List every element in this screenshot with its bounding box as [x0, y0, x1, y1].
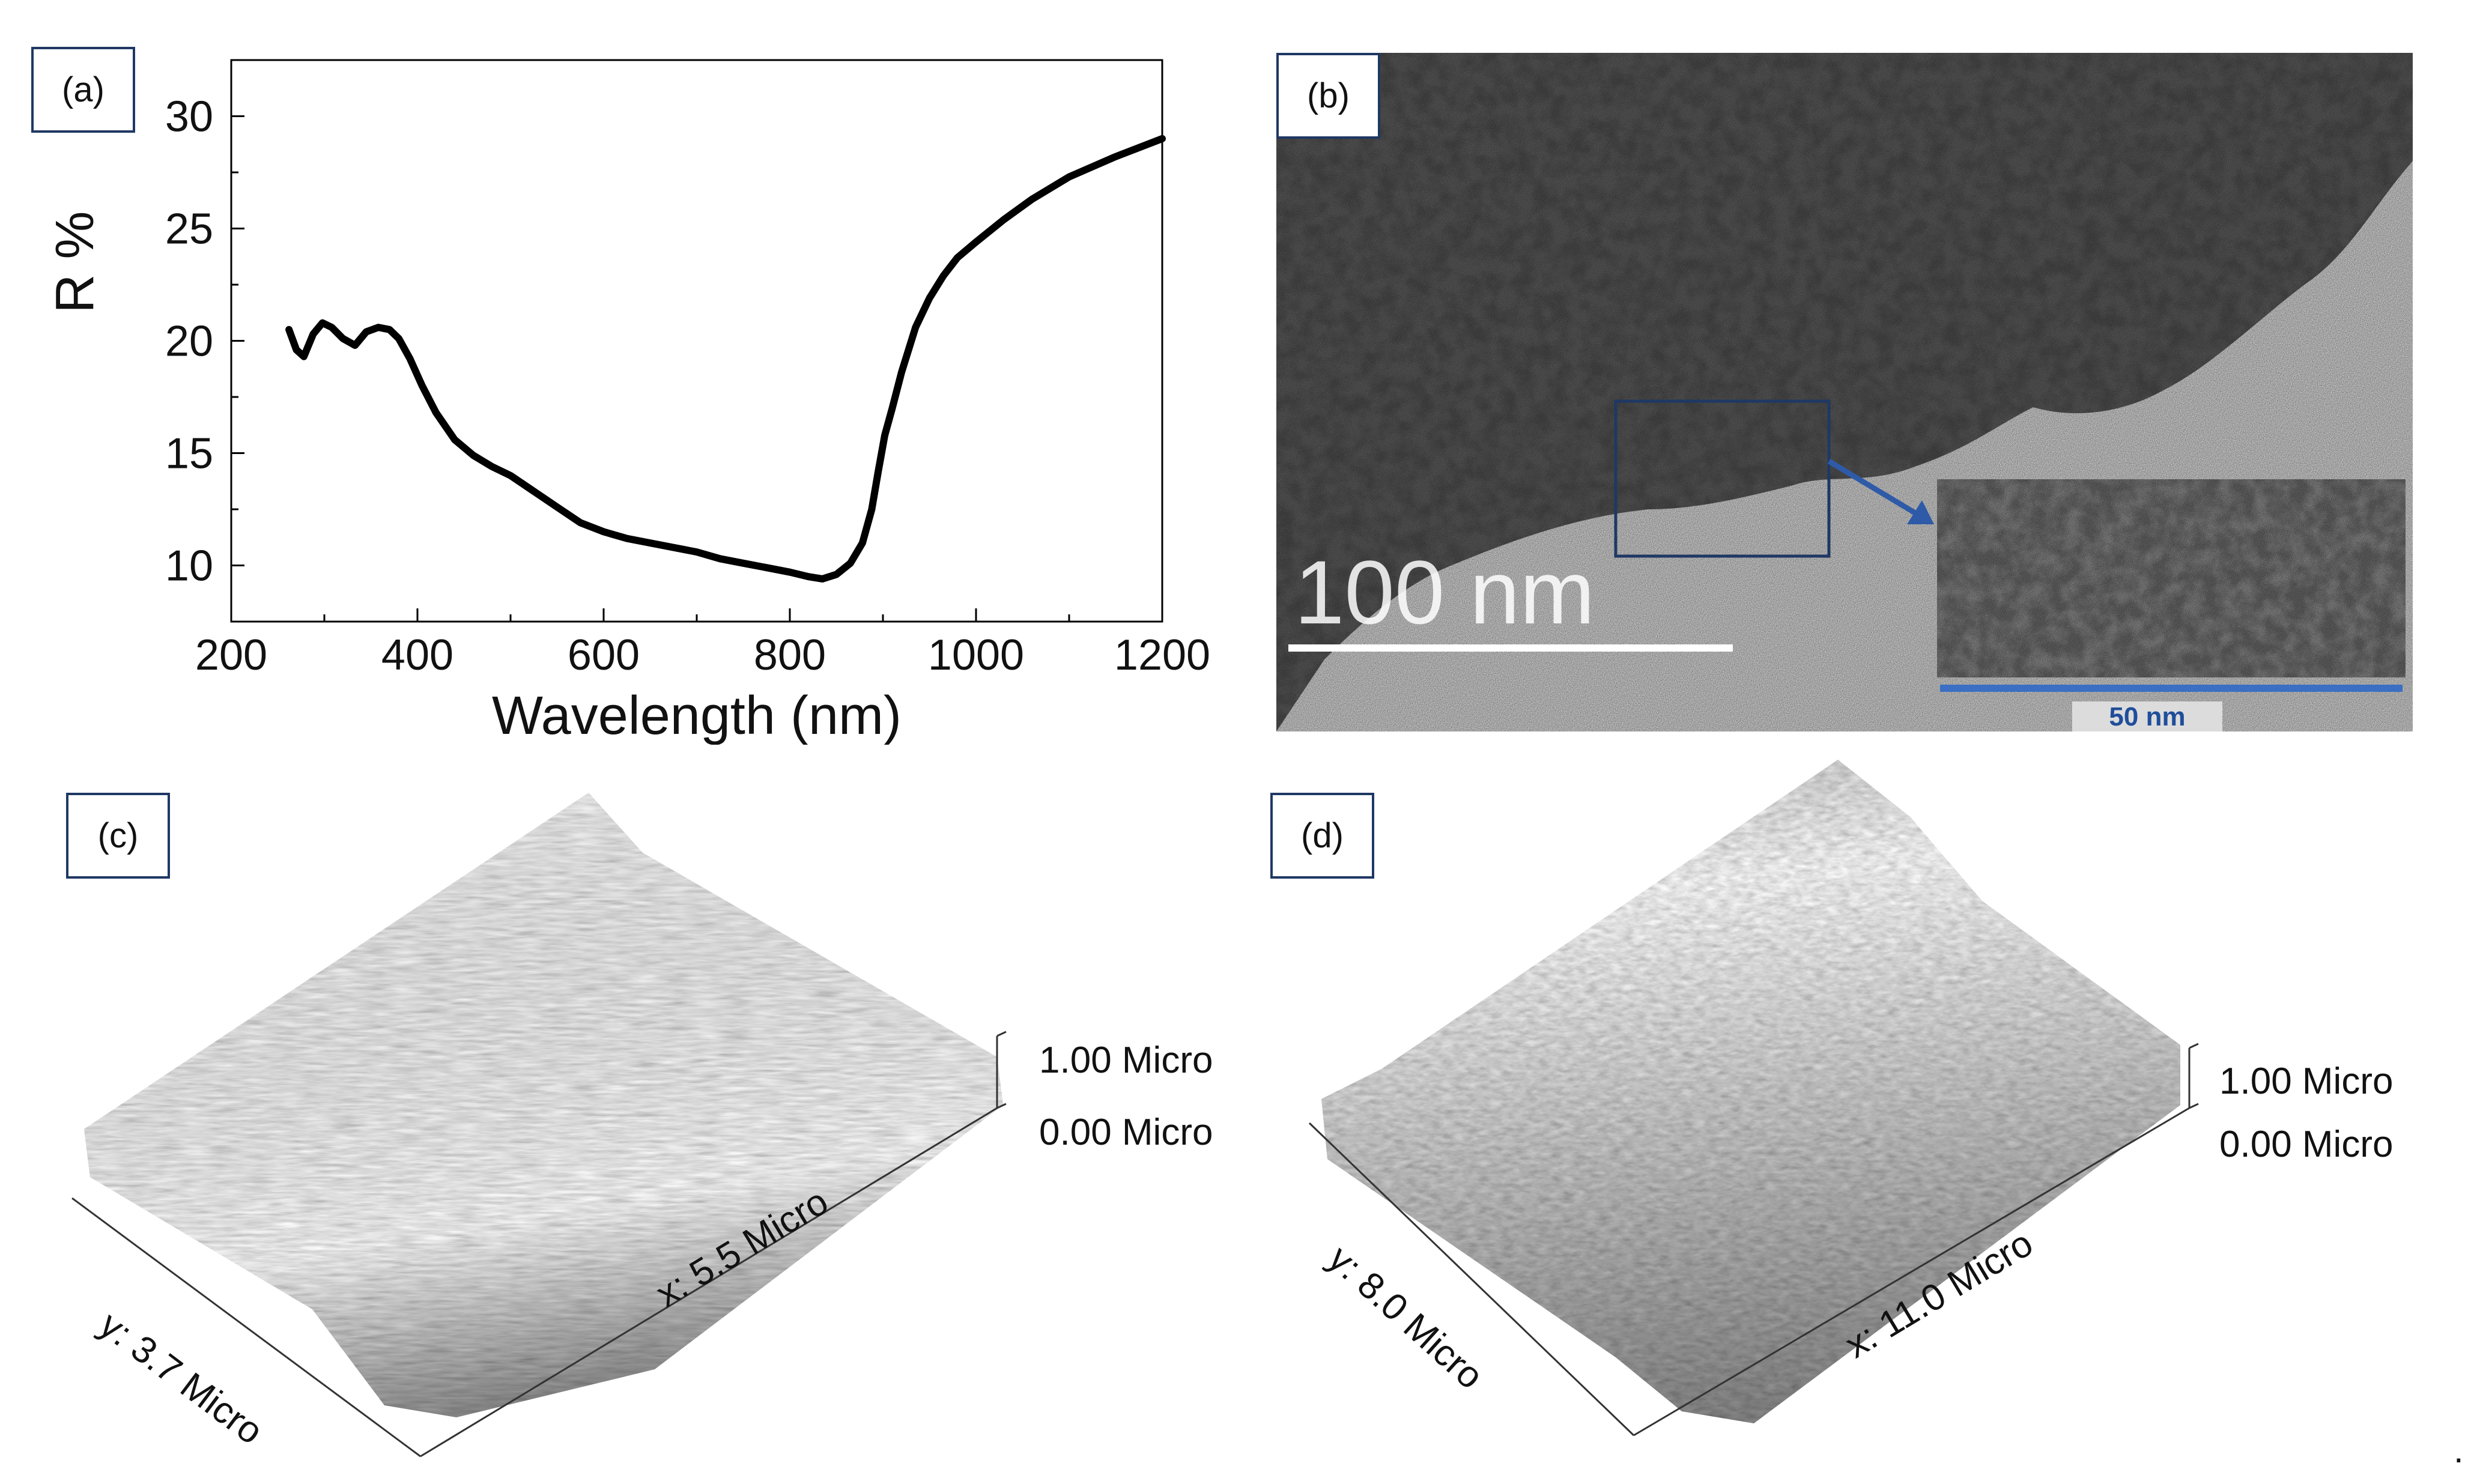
afm-surface-c: 1.00 Micro 0.00 Micro x: 5.5 Micro y: 3.…: [0, 757, 1249, 1481]
y-tick-label: 30: [165, 93, 213, 141]
trailing-mark: .: [2454, 1430, 2464, 1470]
panel-a-tag: (a): [31, 47, 135, 133]
x-tick-label: 200: [195, 631, 267, 679]
afm-c-zbottom-label: 0.00 Micro: [1039, 1112, 1213, 1153]
x-tick-label: 800: [754, 631, 826, 679]
x-tick-label: 1200: [1114, 631, 1210, 679]
tem-scale-main-label: 100 nm: [1294, 542, 1595, 643]
afm-d-zbottom-label: 0.00 Micro: [2219, 1124, 2394, 1165]
reflectance-chart: 200 400 600 800 1000 1200 10 15 20 25 30 Wavelength…: [45, 59, 1210, 746]
y-tick-label: 20: [165, 318, 213, 366]
y-tick-label: 10: [165, 542, 213, 590]
y-tick-label: 25: [165, 205, 213, 253]
x-tick-label: 400: [381, 631, 453, 679]
afm-d-ztop-label: 1.00 Micro: [2219, 1061, 2394, 1102]
series-line-0: [285, 135, 1166, 583]
afm-surface-d: 1.00 Micro 0.00 Micro x: 11.0 Micro y: 8…: [1261, 745, 2474, 1481]
plot-frame: [230, 59, 1163, 623]
panel-c-tag: (c): [66, 793, 170, 879]
tem-scale-inset-label: 50 nm: [2109, 702, 2185, 731]
y-axis-label: R %: [45, 211, 105, 313]
x-axis-label: Wavelength (nm): [492, 686, 902, 745]
y-tick-label: 15: [165, 430, 213, 478]
x-tick-label: 1000: [928, 631, 1024, 679]
panel-a: 200 400 600 800 1000 1200 10 15 20 25 30 Wavelength…: [0, 0, 1237, 746]
tem-image: 100 nm 50 nm: [1276, 53, 2413, 731]
afm-c-ztop-label: 1.00 Micro: [1039, 1040, 1213, 1081]
panel-b-tag: (b): [1276, 53, 1380, 139]
panel-d-tag: (d): [1270, 793, 1374, 879]
x-tick-label: 600: [568, 631, 640, 679]
